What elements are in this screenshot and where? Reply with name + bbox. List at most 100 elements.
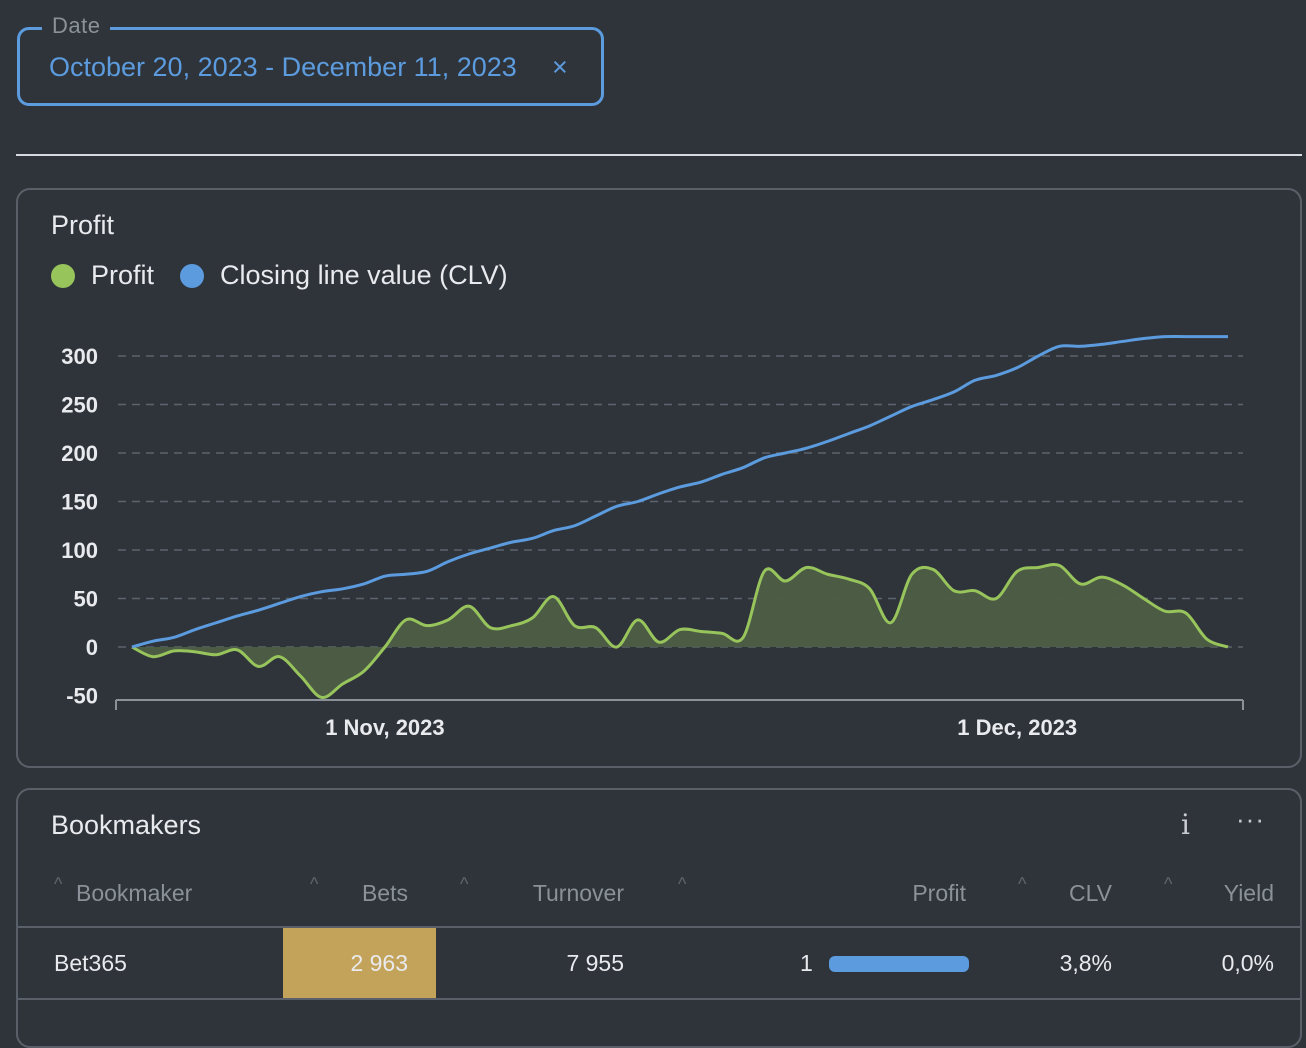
profit-point (1226, 645, 1230, 649)
profit-point (214, 653, 218, 657)
profit-bar (829, 956, 969, 972)
clv-point (256, 608, 260, 612)
date-range-filter[interactable]: Date October 20, 2023 - December 11, 202… (17, 13, 604, 106)
profit-point (847, 577, 851, 581)
clv-point (741, 466, 745, 470)
profit-point (1078, 582, 1082, 586)
profit-point (341, 682, 345, 686)
col-header-clv[interactable]: CLV (1068, 880, 1112, 906)
sort-clv-icon[interactable]: ^ (1018, 874, 1027, 894)
profit-point (425, 624, 429, 628)
sort-bookmaker-icon[interactable]: ^ (54, 874, 63, 894)
profit-point (552, 595, 556, 599)
table-row-divider (18, 998, 1300, 1000)
clv-point (1057, 344, 1061, 348)
profit-point (636, 618, 640, 622)
profit-card-title: Profit (51, 210, 115, 240)
profit-point (1184, 611, 1188, 615)
clv-point (1142, 337, 1146, 341)
clv-point (1100, 342, 1104, 346)
clv-point (383, 574, 387, 578)
bookmakers-card: Bookmakers i ··· ^ Bookmaker ^ Bets ^ Tu… (16, 788, 1302, 1048)
profit-point (467, 604, 471, 608)
profit-point (720, 631, 724, 635)
clv-point (762, 456, 766, 460)
col-header-yield[interactable]: Yield (1223, 880, 1274, 906)
col-header-profit[interactable]: Profit (912, 880, 966, 906)
clv-point (425, 569, 429, 573)
sort-turnover-icon[interactable]: ^ (460, 874, 469, 894)
legend-label-profit: Profit (91, 260, 155, 290)
bookmakers-title: Bookmakers (51, 810, 202, 840)
more-options-icon[interactable]: ··· (1236, 804, 1265, 834)
profit-point (1036, 565, 1040, 569)
clv-point (889, 414, 893, 418)
clv-point (910, 404, 914, 408)
bets-highlight-cell (283, 928, 436, 998)
profit-point (278, 655, 282, 659)
profit-point (889, 621, 893, 625)
profit-point (1057, 564, 1061, 568)
col-header-turnover[interactable]: Turnover (532, 880, 624, 906)
profit-point (931, 567, 935, 571)
y-tick-label: 250 (61, 393, 98, 418)
clv-point (615, 504, 619, 508)
clv-point (130, 645, 134, 649)
clv-point (804, 446, 808, 450)
profit-point (657, 640, 661, 644)
clv-point (657, 492, 661, 496)
clv-point (1078, 344, 1082, 348)
legend-item-clv[interactable]: Closing line value (CLV) (180, 260, 508, 291)
col-header-bets[interactable]: Bets (361, 880, 408, 906)
profit-point (172, 649, 176, 653)
table-header-divider (18, 926, 1300, 928)
clv-point (952, 390, 956, 394)
clv-point (1163, 335, 1167, 339)
profit-point (1142, 597, 1146, 601)
profit-point (973, 589, 977, 593)
x-tick-label: 1 Nov, 2023 (325, 715, 444, 740)
profit-point (1205, 637, 1209, 641)
profit-chart[interactable]: 300 250 200 150 100 50 0 -50 1 Nov, 2023 1 Dec, 2… (18, 190, 1304, 770)
sort-bets-icon[interactable]: ^ (310, 874, 319, 894)
profit-point (151, 655, 155, 659)
clv-point (193, 628, 197, 632)
profit-point (1100, 575, 1104, 579)
profit-point (594, 626, 598, 630)
col-header-bookmaker[interactable]: Bookmaker (76, 880, 193, 906)
y-tick-label: 0 (86, 635, 98, 660)
clear-date-icon[interactable]: × (552, 52, 568, 82)
profit-point (530, 616, 534, 620)
sort-profit-icon[interactable]: ^ (678, 874, 687, 894)
clv-point (320, 590, 324, 594)
y-tick-label: 150 (61, 490, 98, 515)
legend-dot-profit (51, 263, 75, 288)
profit-point (615, 645, 619, 649)
clv-point (994, 373, 998, 377)
clv-point (1015, 366, 1019, 370)
clv-point (973, 378, 977, 382)
divider (16, 154, 1302, 156)
profit-point (256, 664, 260, 668)
clv-point (678, 485, 682, 489)
y-tick-label: -50 (66, 684, 98, 709)
y-tick-label: 100 (61, 538, 98, 563)
sort-yield-icon[interactable]: ^ (1164, 874, 1173, 894)
date-range-value[interactable]: October 20, 2023 - December 11, 2023 (49, 52, 517, 82)
profit-point (320, 695, 324, 699)
clv-point (868, 424, 872, 428)
clv-point (404, 572, 408, 576)
profit-point (741, 635, 745, 639)
profit-point (193, 650, 197, 654)
clv-point (488, 546, 492, 550)
legend-dot-clv (180, 263, 205, 288)
clv-point (636, 500, 640, 504)
legend-item-profit[interactable]: Profit (51, 260, 154, 291)
clv-point (299, 595, 303, 599)
profit-point (488, 626, 492, 630)
clv-point (341, 587, 345, 591)
profit-point (952, 589, 956, 593)
info-icon[interactable]: i (1181, 808, 1190, 841)
y-tick-label: 300 (61, 344, 98, 369)
clv-point (278, 601, 282, 605)
